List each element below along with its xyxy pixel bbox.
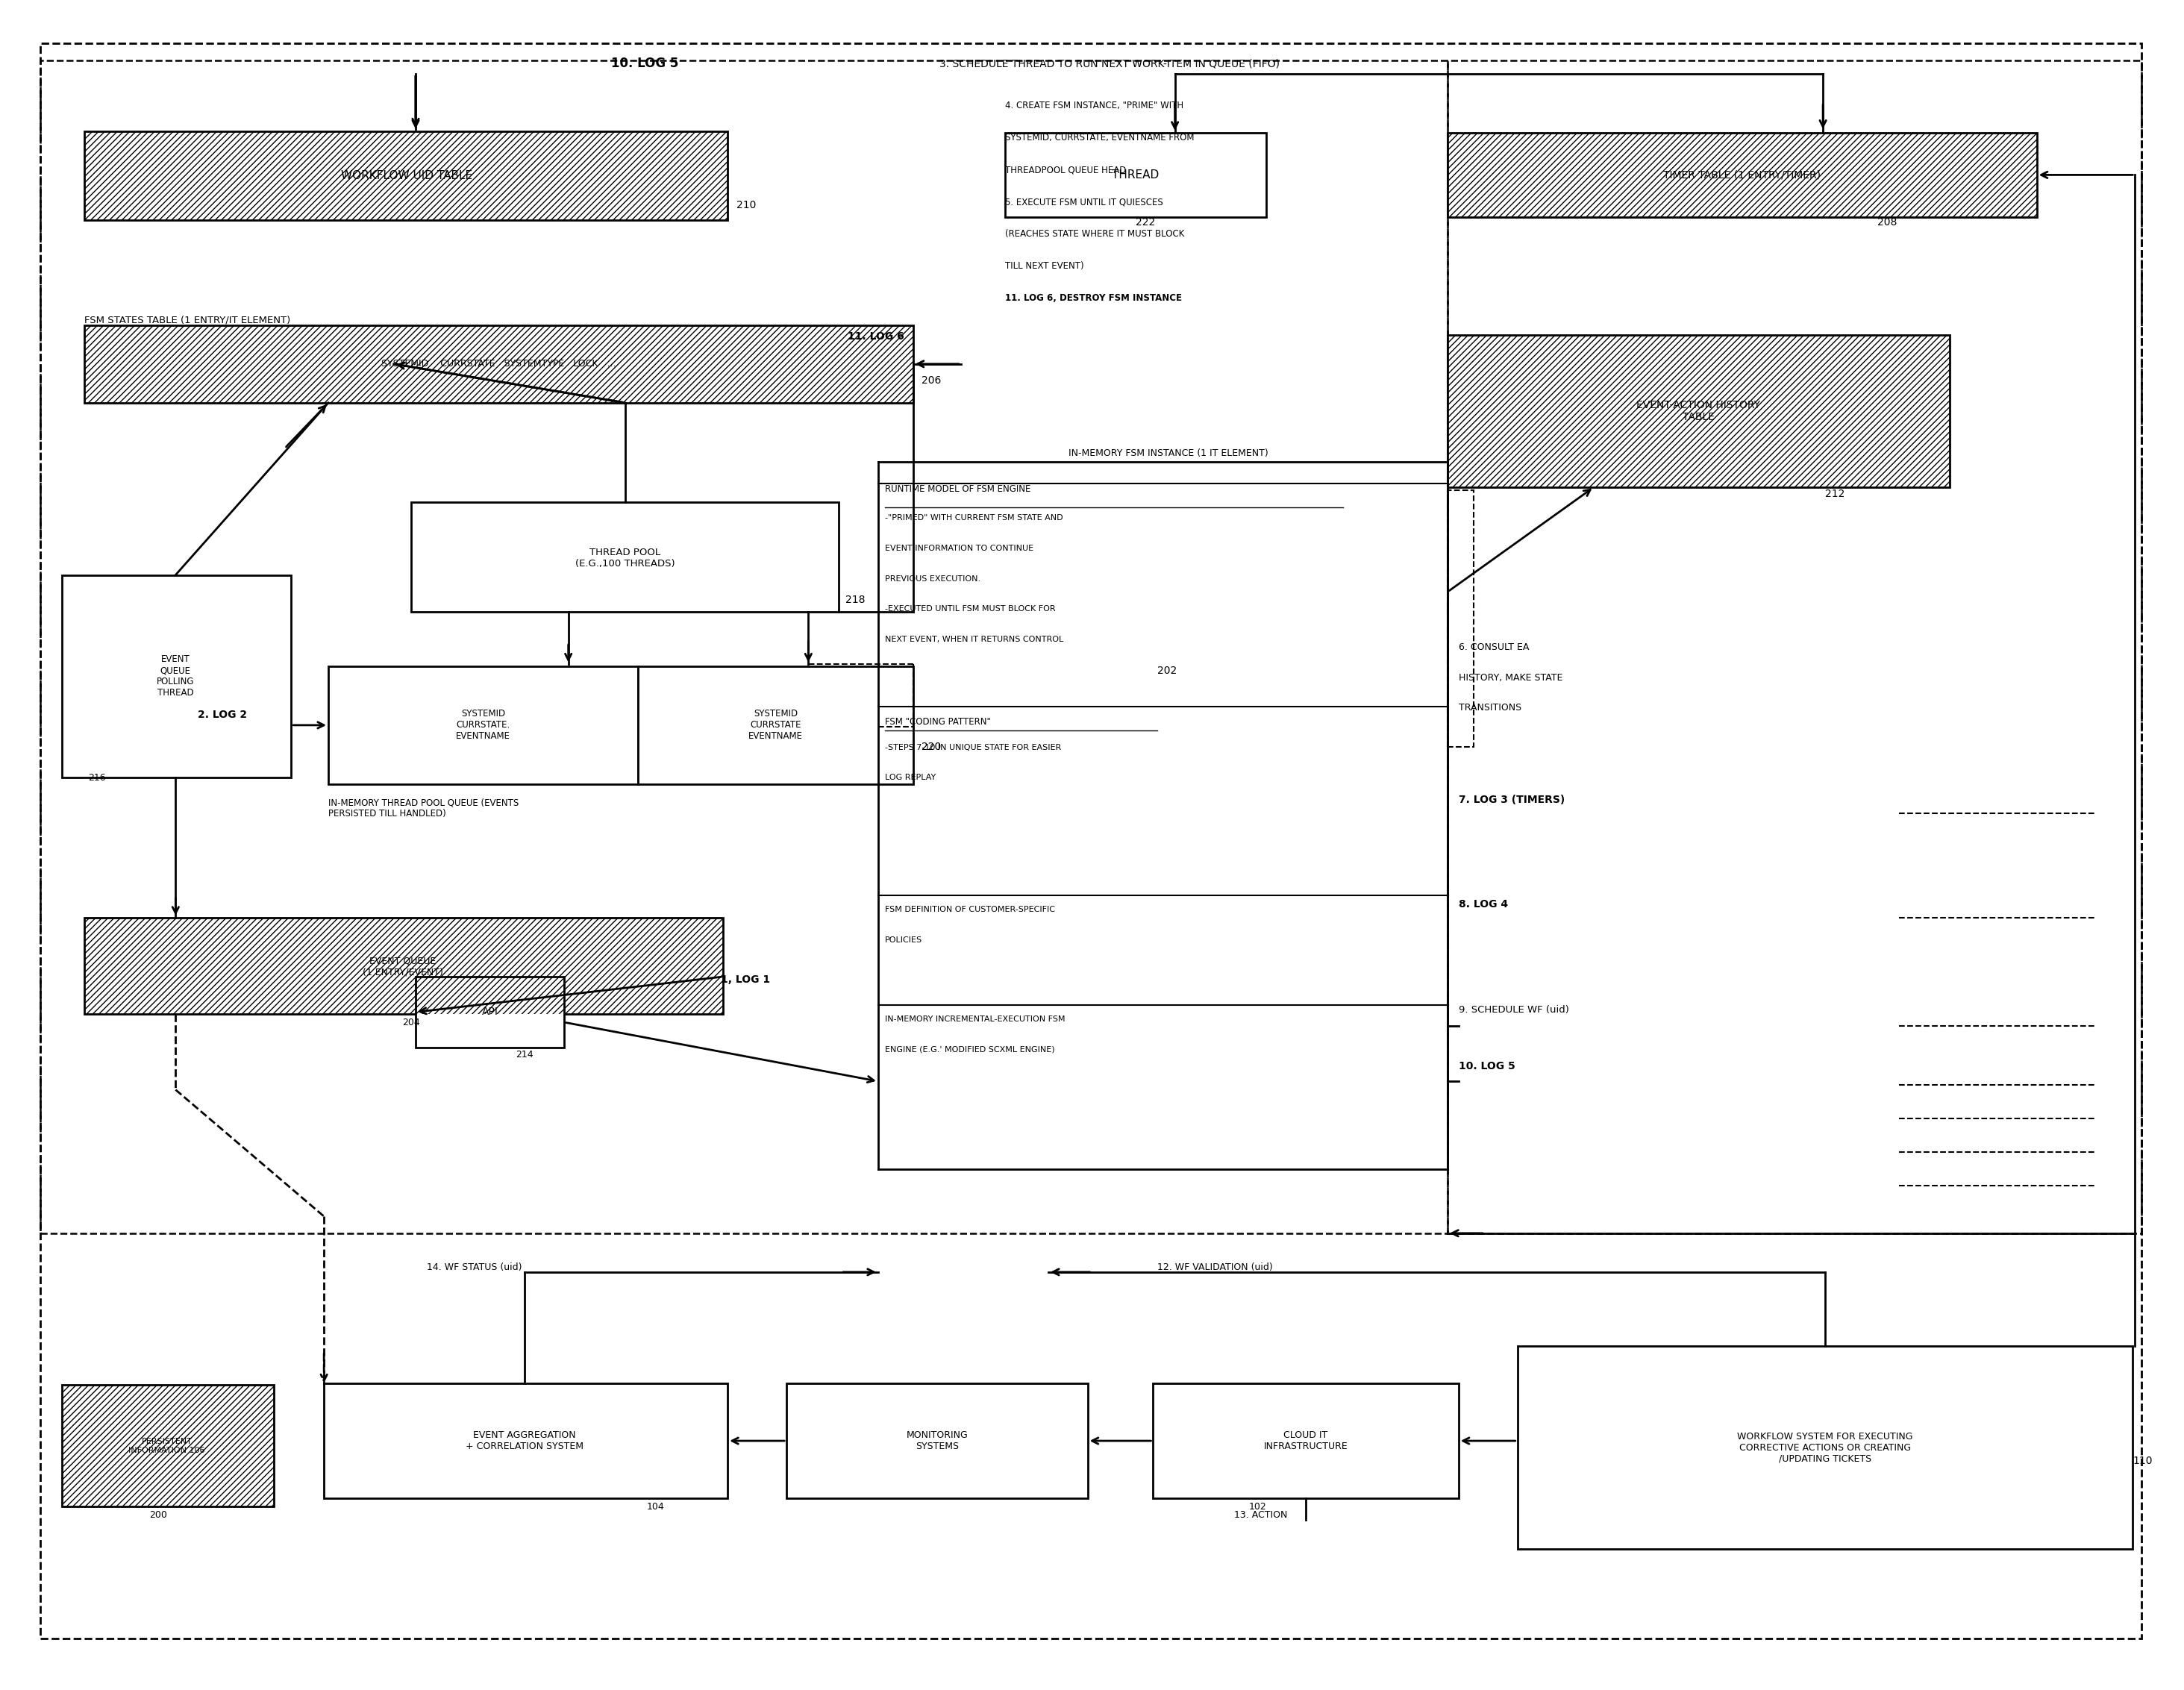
Bar — [61, 1386, 273, 1507]
Text: 102: 102 — [1249, 1502, 1267, 1513]
Text: API: API — [483, 1007, 498, 1017]
Text: (REACHES STATE WHERE IT MUST BLOCK: (REACHES STATE WHERE IT MUST BLOCK — [1005, 230, 1184, 238]
Text: SYSTEMID
CURRSTATE
EVENTNAME: SYSTEMID CURRSTATE EVENTNAME — [749, 710, 804, 742]
Text: IN-MEMORY FSM INSTANCE (1 IT ELEMENT): IN-MEMORY FSM INSTANCE (1 IT ELEMENT) — [1068, 448, 1269, 458]
Text: 214: 214 — [515, 1049, 533, 1060]
Bar — [83, 132, 727, 220]
Bar — [1448, 335, 1950, 487]
Text: 200: 200 — [149, 1511, 168, 1521]
Text: SYSTEMID    CURRSTATE   SYSTEMTYPE   LOCK   ...: SYSTEMID CURRSTATE SYSTEMTYPE LOCK ... — [382, 358, 616, 368]
Text: PERSISTENT
INFORMATION 106: PERSISTENT INFORMATION 106 — [129, 1438, 205, 1453]
Text: WORKFLOW SYSTEM FOR EXECUTING
CORRECTIVE ACTIONS OR CREATING
/UPDATING TICKETS: WORKFLOW SYSTEM FOR EXECUTING CORRECTIVE… — [1736, 1431, 1913, 1464]
Bar — [1448, 61, 2143, 1234]
Bar — [83, 918, 723, 1014]
Bar — [411, 502, 839, 612]
Text: -STEPS 7-10 IN UNIQUE STATE FOR EASIER: -STEPS 7-10 IN UNIQUE STATE FOR EASIER — [885, 744, 1061, 750]
Text: SYSTEMID, CURRSTATE, EVENTNAME FROM: SYSTEMID, CURRSTATE, EVENTNAME FROM — [1005, 134, 1195, 144]
Text: 1, LOG 1: 1, LOG 1 — [721, 975, 771, 985]
Text: 218: 218 — [845, 595, 865, 605]
Text: 222: 222 — [1136, 216, 1155, 226]
Text: EVENT-ACTION HISTORY
TABLE: EVENT-ACTION HISTORY TABLE — [1636, 401, 1760, 422]
Text: CLOUD IT
INFRASTRUCTURE: CLOUD IT INFRASTRUCTURE — [1265, 1430, 1348, 1452]
Text: 13. ACTION: 13. ACTION — [1234, 1511, 1286, 1521]
Text: 210: 210 — [736, 199, 756, 211]
Text: 104: 104 — [646, 1502, 664, 1513]
Text: 5. EXECUTE FSM UNTIL IT QUIESCES: 5. EXECUTE FSM UNTIL IT QUIESCES — [1005, 198, 1162, 206]
Bar — [1448, 134, 2038, 216]
Text: FSM STATES TABLE (1 ENTRY/IT ELEMENT): FSM STATES TABLE (1 ENTRY/IT ELEMENT) — [83, 316, 290, 324]
Text: 9. SCHEDULE WF (uid): 9. SCHEDULE WF (uid) — [1459, 1006, 1568, 1016]
Text: 216: 216 — [87, 772, 107, 782]
Bar — [83, 324, 913, 402]
Text: POLICIES: POLICIES — [885, 936, 922, 943]
Bar — [39, 61, 1448, 1234]
Bar — [83, 324, 913, 402]
Text: 14. WF STATUS (uid): 14. WF STATUS (uid) — [426, 1262, 522, 1273]
Text: RUNTIME MODEL OF FSM ENGINE: RUNTIME MODEL OF FSM ENGINE — [885, 485, 1031, 493]
Text: TIMER TABLE (1 ENTRY/TIMER): TIMER TABLE (1 ENTRY/TIMER) — [1664, 169, 1821, 181]
Text: TILL NEXT EVENT): TILL NEXT EVENT) — [1005, 262, 1083, 270]
Text: SYSTEMID
CURRSTATE.
EVENTNAME: SYSTEMID CURRSTATE. EVENTNAME — [456, 710, 511, 742]
Text: 7. LOG 3 (TIMERS): 7. LOG 3 (TIMERS) — [1459, 794, 1564, 804]
Bar — [786, 1384, 1088, 1499]
Text: 11. LOG 6, DESTROY FSM INSTANCE: 11. LOG 6, DESTROY FSM INSTANCE — [1005, 294, 1182, 303]
Bar — [1448, 490, 1474, 747]
Bar — [1518, 1347, 2134, 1548]
Text: HISTORY, MAKE STATE: HISTORY, MAKE STATE — [1459, 673, 1562, 683]
Bar — [328, 666, 638, 784]
Bar — [1448, 335, 1950, 487]
Text: ENGINE (E.G.' MODIFIED SCXML ENGINE): ENGINE (E.G.' MODIFIED SCXML ENGINE) — [885, 1046, 1055, 1053]
Text: 220: 220 — [922, 742, 941, 752]
Bar — [1448, 134, 2038, 216]
Bar — [61, 1386, 273, 1507]
Text: 11. LOG 6: 11. LOG 6 — [847, 331, 904, 341]
Text: 212: 212 — [1826, 488, 1845, 499]
Bar — [61, 575, 290, 777]
Bar — [83, 918, 723, 1014]
Text: THREAD: THREAD — [1112, 169, 1160, 181]
Bar — [415, 977, 563, 1048]
Text: 202: 202 — [1158, 666, 1177, 676]
Text: WORKFLOW UID TABLE: WORKFLOW UID TABLE — [341, 171, 472, 181]
Text: EVENT
QUEUE
POLLING
THREAD: EVENT QUEUE POLLING THREAD — [157, 654, 194, 698]
Text: EVENT INFORMATION TO CONTINUE: EVENT INFORMATION TO CONTINUE — [885, 544, 1033, 553]
Text: IN-MEMORY THREAD POOL QUEUE (EVENTS
PERSISTED TILL HANDLED): IN-MEMORY THREAD POOL QUEUE (EVENTS PERS… — [328, 798, 520, 818]
Text: 4. CREATE FSM INSTANCE, "PRIME" WITH: 4. CREATE FSM INSTANCE, "PRIME" WITH — [1005, 101, 1184, 112]
Text: 110: 110 — [2134, 1455, 2153, 1467]
Text: PREVIOUS EXECUTION.: PREVIOUS EXECUTION. — [885, 575, 981, 583]
Text: 10. LOG 5: 10. LOG 5 — [612, 57, 679, 71]
Text: EVENT AGGREGATION
+ CORRELATION SYSTEM: EVENT AGGREGATION + CORRELATION SYSTEM — [465, 1430, 583, 1452]
Text: NEXT EVENT, WHEN IT RETURNS CONTROL: NEXT EVENT, WHEN IT RETURNS CONTROL — [885, 635, 1064, 644]
Text: 2. LOG 2: 2. LOG 2 — [197, 710, 247, 720]
Text: 3. SCHEDULE THREAD TO RUN NEXT WORK-ITEM IN QUEUE (FIFO): 3. SCHEDULE THREAD TO RUN NEXT WORK-ITEM… — [939, 57, 1280, 69]
Text: 8. LOG 4: 8. LOG 4 — [1459, 899, 1507, 909]
Text: -"PRIMED" WITH CURRENT FSM STATE AND: -"PRIMED" WITH CURRENT FSM STATE AND — [885, 514, 1064, 522]
Text: 204: 204 — [402, 1017, 419, 1028]
Text: 206: 206 — [922, 375, 941, 385]
Text: THREAD POOL
(E.G.,100 THREADS): THREAD POOL (E.G.,100 THREADS) — [574, 548, 675, 568]
Text: -EXECUTED UNTIL FSM MUST BLOCK FOR: -EXECUTED UNTIL FSM MUST BLOCK FOR — [885, 605, 1055, 613]
Bar — [83, 132, 727, 220]
Text: FSM DEFINITION OF CUSTOMER-SPECIFIC: FSM DEFINITION OF CUSTOMER-SPECIFIC — [885, 906, 1055, 913]
Text: 12. WF VALIDATION (uid): 12. WF VALIDATION (uid) — [1158, 1262, 1273, 1273]
Bar — [1153, 1384, 1459, 1499]
Text: IN-MEMORY INCREMENTAL-EXECUTION FSM: IN-MEMORY INCREMENTAL-EXECUTION FSM — [885, 1016, 1066, 1022]
Text: THREADPOOL QUEUE HEAD: THREADPOOL QUEUE HEAD — [1005, 166, 1127, 174]
Text: EVENT QUEUE
(1 ENTRY/EVENT): EVENT QUEUE (1 ENTRY/EVENT) — [363, 957, 443, 977]
Text: FSM "CODING PATTERN": FSM "CODING PATTERN" — [885, 717, 992, 727]
Text: LOG REPLAY: LOG REPLAY — [885, 774, 935, 781]
Text: 10. LOG 5: 10. LOG 5 — [1459, 1061, 1516, 1071]
Bar — [323, 1384, 727, 1499]
Text: 208: 208 — [1878, 216, 1898, 226]
Text: TRANSITIONS: TRANSITIONS — [1459, 703, 1522, 713]
Bar — [1005, 134, 1267, 216]
Text: MONITORING
SYSTEMS: MONITORING SYSTEMS — [906, 1430, 968, 1452]
Bar — [638, 666, 913, 784]
Text: 6. CONSULT EA: 6. CONSULT EA — [1459, 642, 1529, 652]
